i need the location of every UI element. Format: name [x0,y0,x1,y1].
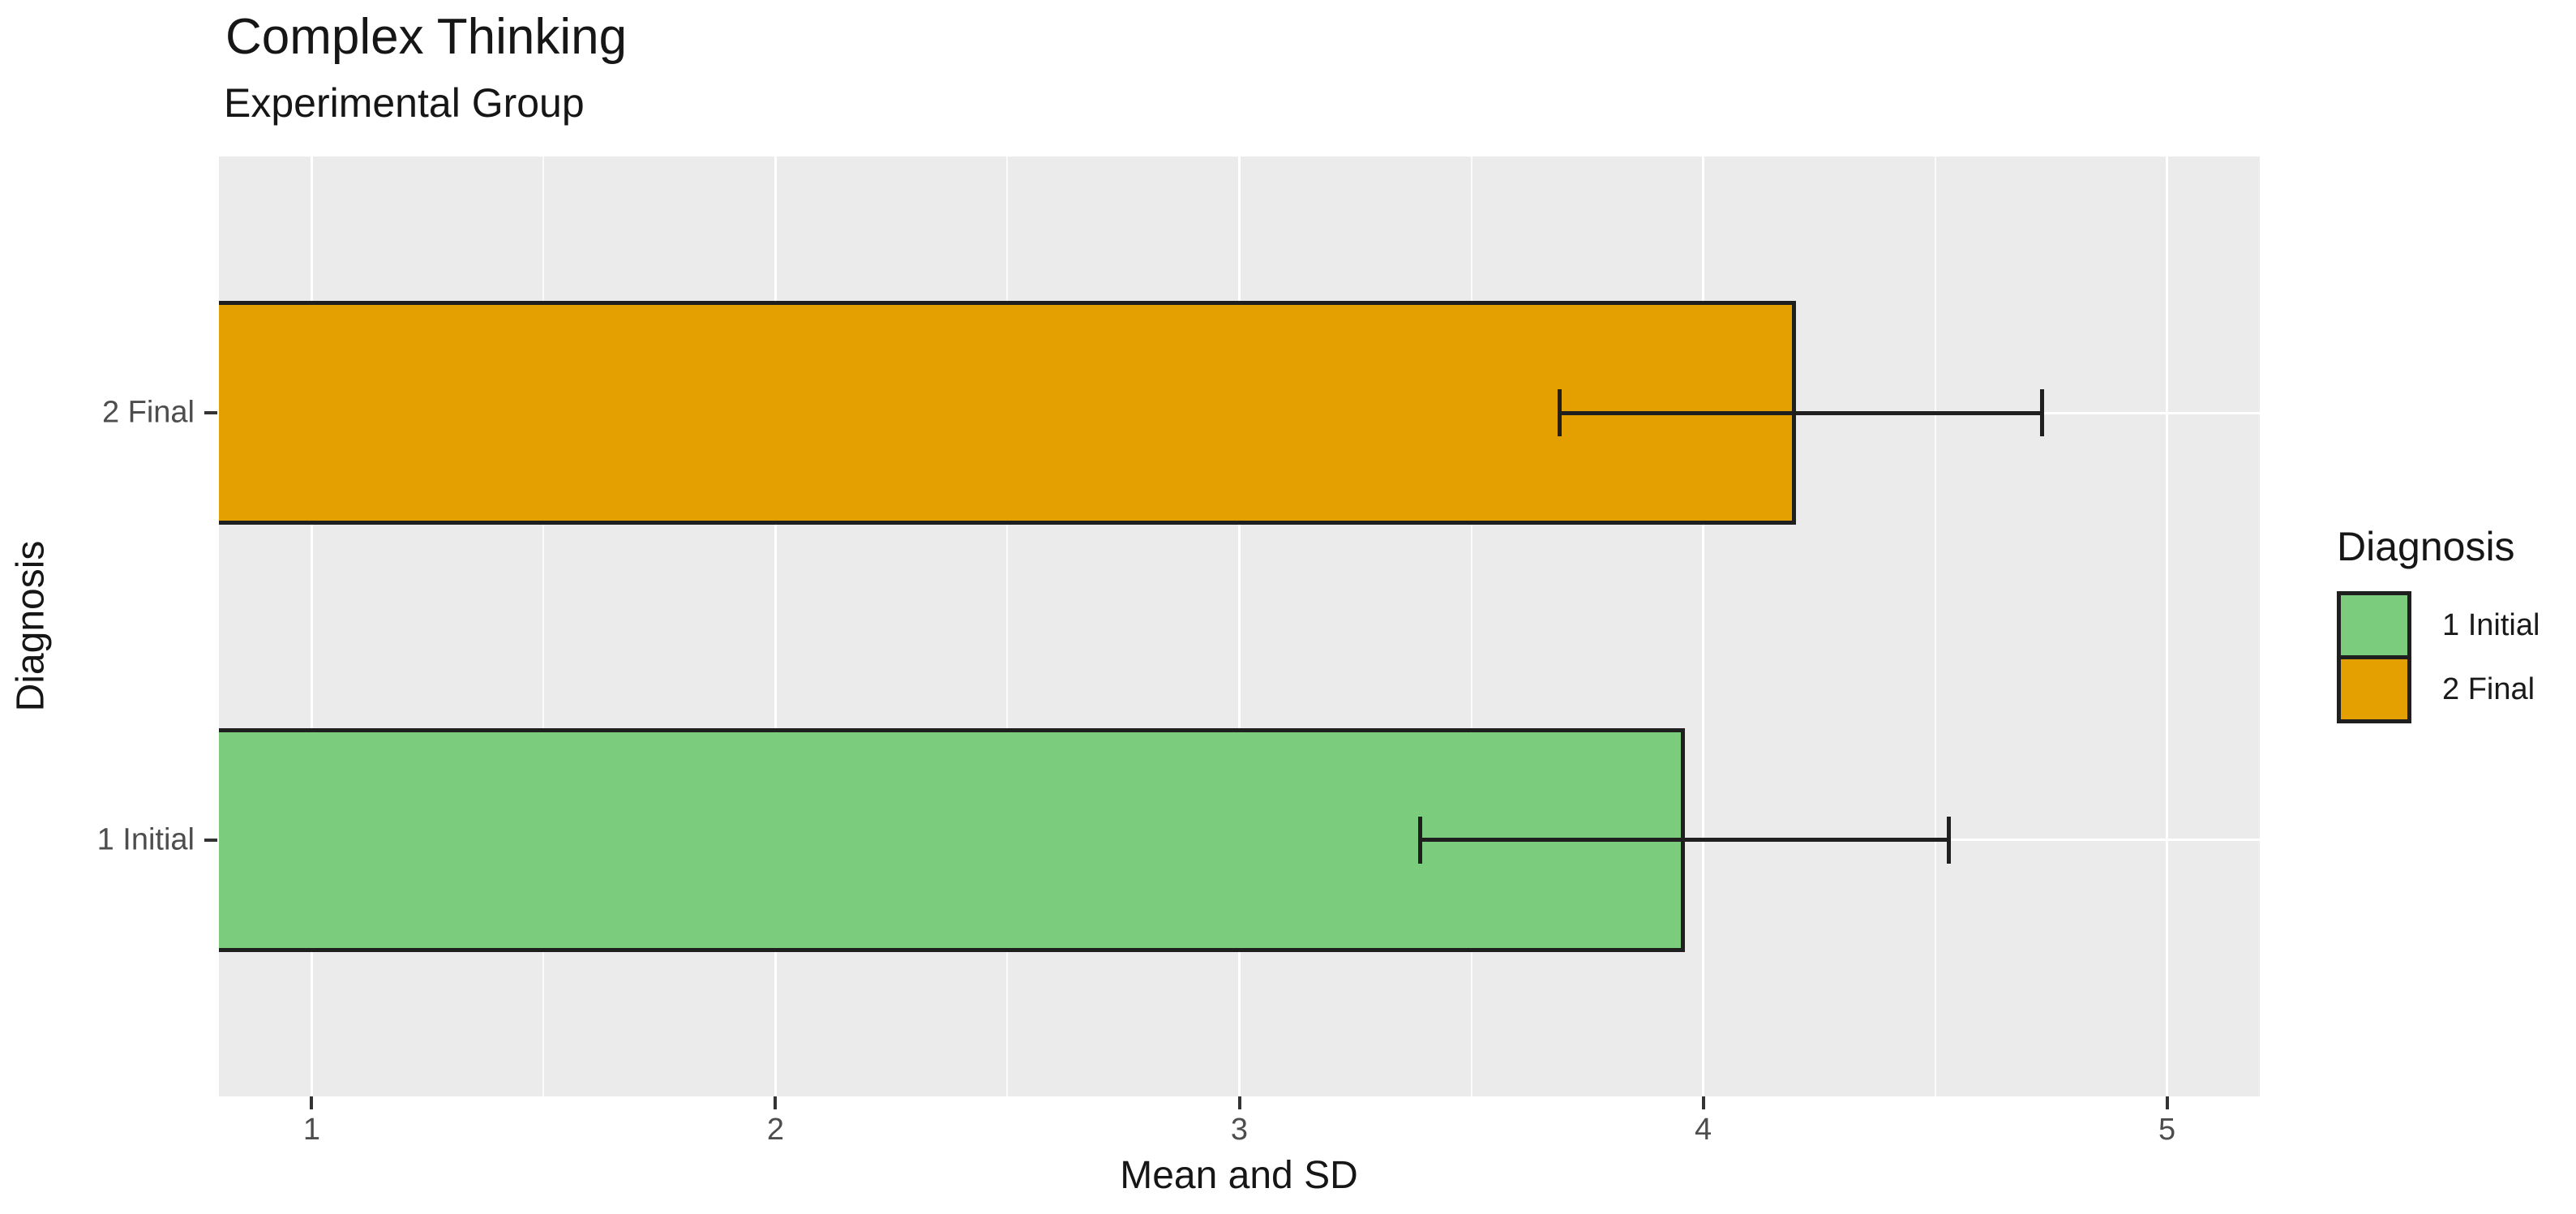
legend: Diagnosis 1 Initial 2 Final [2337,523,2540,723]
errorbar-cap-low-2-final [1557,389,1562,437]
gridline-major-x-2 [774,157,777,1096]
x-tick-label-4: 4 [1694,1113,1712,1147]
gridline-major-x-4 [1702,157,1705,1096]
gridline-major-x-3 [1238,157,1241,1096]
x-axis-title: Mean and SD [1120,1154,1358,1197]
y-axis-title: Diagnosis [9,540,53,712]
x-tick-label-5: 5 [2158,1113,2176,1147]
y-tick-mark-2-final [204,411,217,415]
legend-swatch-final [2337,655,2411,723]
x-tick-mark-1 [310,1096,314,1109]
x-tick-mark-5 [2165,1096,2169,1109]
bar-2-final [219,301,1796,525]
y-tick-mark-1-initial [204,838,217,842]
legend-label-final: 2 Final [2442,671,2535,706]
legend-label-initial: 1 Initial [2442,607,2540,642]
y-tick-label-2-final: 2 Final [101,395,195,430]
gridline-major-x-1 [310,157,313,1096]
gridline-minor-x-3.5 [1470,157,1472,1096]
legend-title: Diagnosis [2337,524,2515,569]
x-tick-mark-3 [1237,1096,1241,1109]
y-tick-label-1-initial: 1 Initial [96,822,195,857]
legend-item-initial: 1 Initial [2337,591,2540,659]
chart-subtitle: Experimental Group [224,80,585,126]
errorbar-cap-high-1-initial [1947,816,1952,864]
errorbar-line-1-initial [1420,838,1949,843]
legend-item-final: 2 Final [2337,655,2540,723]
errorbar-cap-high-2-final [2039,389,2044,437]
errorbar-line-2-final [1559,410,2042,415]
x-tick-label-2: 2 [766,1113,785,1147]
chart-title: Complex Thinking [225,9,628,65]
x-tick-label-1: 1 [302,1113,320,1147]
errorbar-cap-low-1-initial [1418,816,1423,864]
gridline-major-x-5 [2166,157,2169,1096]
x-tick-mark-2 [774,1096,778,1109]
legend-swatch-initial [2337,591,2411,659]
gridline-minor-x-1.5 [542,157,545,1096]
gridline-minor-x-4.5 [1934,157,1936,1096]
gridline-minor-x-2.5 [1006,157,1009,1096]
x-tick-mark-4 [1701,1096,1705,1109]
x-tick-label-3: 3 [1230,1113,1249,1147]
plot-panel [219,157,2260,1096]
